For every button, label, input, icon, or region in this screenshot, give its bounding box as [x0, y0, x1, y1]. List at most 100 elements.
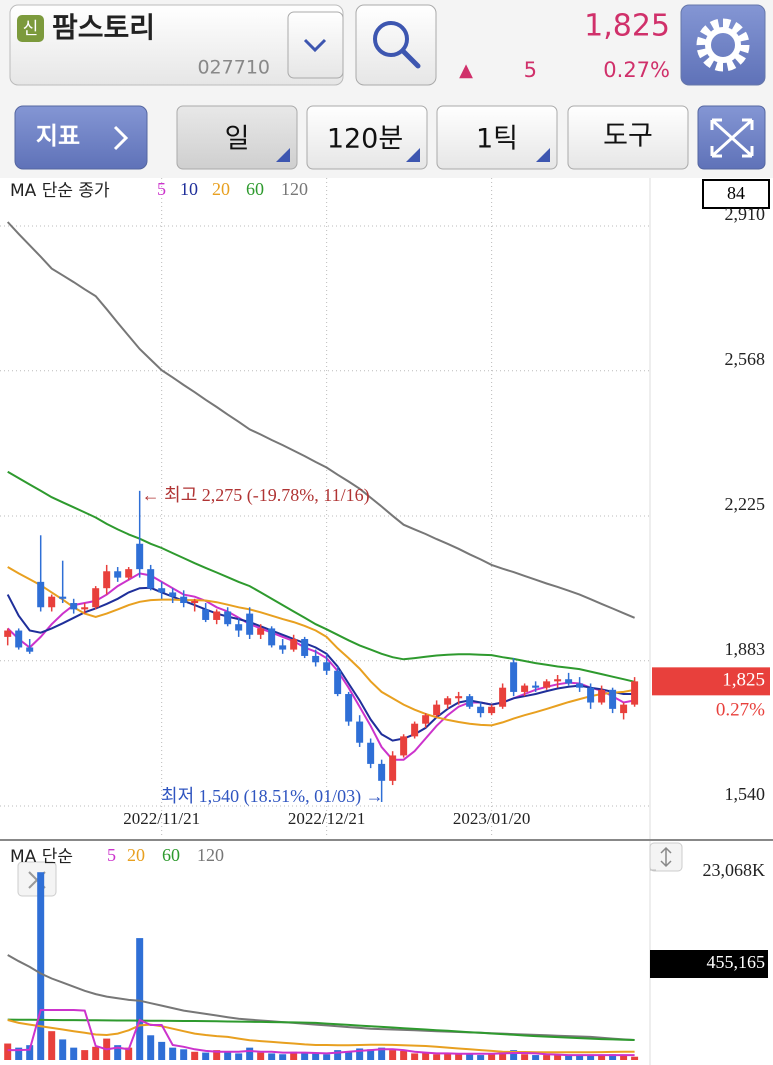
- candle-body: [48, 596, 56, 608]
- volume-bar: [312, 1052, 320, 1060]
- legend-title: MA 단순 종가: [10, 181, 110, 201]
- current-price: 1,825: [584, 9, 670, 44]
- volume-bar: [466, 1053, 474, 1060]
- volume-bar: [598, 1055, 606, 1060]
- volume-bar: [268, 1053, 276, 1060]
- ma-line: [7, 1019, 635, 1054]
- candle-body: [180, 596, 188, 604]
- dropdown-button[interactable]: [287, 11, 344, 79]
- candle-body: [279, 645, 287, 650]
- volume-bar: [323, 1054, 331, 1060]
- candle-body: [576, 683, 584, 688]
- y-tick-label: 1,883: [725, 639, 766, 659]
- indicator-button[interactable]: [14, 105, 148, 170]
- candle-body: [565, 679, 573, 684]
- volume-bar: [158, 1041, 166, 1060]
- volume-bar: [37, 872, 45, 1060]
- candle-body: [103, 571, 111, 589]
- candle-body: [202, 609, 210, 620]
- y-tick-label: 23,068K: [703, 860, 766, 880]
- volume-bar: [136, 938, 144, 1060]
- legend-item: 20: [212, 179, 230, 199]
- indicator-chevron: [113, 125, 129, 151]
- volume-bar: [81, 1050, 89, 1060]
- minute-label: 120분: [327, 124, 403, 155]
- ma-line: [6, 586, 635, 742]
- ma-line: [7, 1009, 635, 1057]
- volume-bar: [411, 1053, 419, 1060]
- candle-body: [587, 687, 595, 703]
- volume-bar: [235, 1053, 243, 1060]
- candle-body: [213, 611, 221, 620]
- volume-bar: [48, 1031, 56, 1060]
- volume-bar: [565, 1055, 573, 1060]
- tick-button[interactable]: [436, 105, 558, 170]
- volume-bar: [180, 1049, 188, 1060]
- volume-bar: [521, 1054, 529, 1060]
- candle-body: [81, 607, 89, 610]
- x-tick-label: 2022/11/21: [123, 809, 200, 828]
- volume-bar: [334, 1050, 342, 1060]
- volume-bar: [620, 1055, 628, 1060]
- volume-bar: [345, 1051, 353, 1060]
- candle-body: [37, 581, 45, 608]
- price-tag-label: 1,825: [722, 670, 765, 691]
- search-icon-handle: [400, 48, 421, 69]
- resize-icon: [660, 846, 672, 868]
- legend-item: 5: [107, 845, 116, 865]
- volume-bar: [301, 1053, 309, 1060]
- candle-body: [422, 715, 430, 724]
- candle-body: [466, 696, 474, 707]
- price-plot: [0, 178, 650, 838]
- candle-body: [147, 569, 155, 589]
- settings-button[interactable]: [680, 4, 766, 86]
- volume-bar: [356, 1048, 364, 1060]
- ma-line: [7, 954, 635, 1041]
- y-tick-label: 2,910: [725, 204, 766, 224]
- legend-item: 120: [281, 179, 308, 199]
- volume-bar: [70, 1047, 78, 1060]
- candle-body: [224, 611, 232, 625]
- volume-bar: [609, 1054, 617, 1060]
- period-button[interactable]: [176, 105, 298, 170]
- annotation-high: ← 최고 2,275 (-19.78%, 11/16): [142, 485, 370, 506]
- volume-bar: [213, 1050, 221, 1060]
- tools-button[interactable]: [567, 105, 689, 170]
- candle-body: [554, 679, 562, 682]
- legend-title: MA 단순: [10, 847, 73, 867]
- volume-bar: [554, 1054, 562, 1060]
- volume-bar: [367, 1049, 375, 1060]
- volume-bar: [488, 1054, 496, 1060]
- volume-bar: [631, 1056, 639, 1060]
- candle-body: [158, 588, 166, 593]
- candle-body: [356, 721, 364, 743]
- volume-plot: [4, 872, 639, 1060]
- volume-bar: [59, 1039, 67, 1060]
- volume-bar: [15, 1047, 23, 1060]
- legend-item: 120: [197, 845, 224, 865]
- volume-bar: [279, 1054, 287, 1060]
- candle-body: [400, 736, 408, 756]
- dropdown-icon: [303, 38, 327, 53]
- candle-body: [125, 569, 133, 578]
- annotation-low: 최저 1,540 (18.51%, 01/03) →: [161, 786, 384, 807]
- candle-body: [488, 706, 496, 714]
- candle-body: [521, 685, 529, 692]
- candle-body: [444, 698, 452, 705]
- volume-bar: [532, 1055, 540, 1060]
- candle-body: [246, 613, 254, 635]
- candle-body: [26, 647, 34, 652]
- search-button[interactable]: [355, 4, 437, 86]
- candle-body: [15, 630, 23, 648]
- minute-button[interactable]: [306, 105, 428, 170]
- period-corner: [276, 148, 290, 162]
- x-tick-label: 2022/12/21: [288, 809, 365, 828]
- search-icon: [373, 21, 409, 57]
- price-tag-change: 0.27%: [716, 700, 765, 721]
- change-arrow: ▲: [459, 60, 473, 81]
- indicator-label: 지표: [36, 122, 80, 150]
- volume-bar: [92, 1046, 100, 1060]
- volume-bar: [455, 1054, 463, 1060]
- info-box: [702, 179, 770, 209]
- volume-bar: [543, 1055, 551, 1060]
